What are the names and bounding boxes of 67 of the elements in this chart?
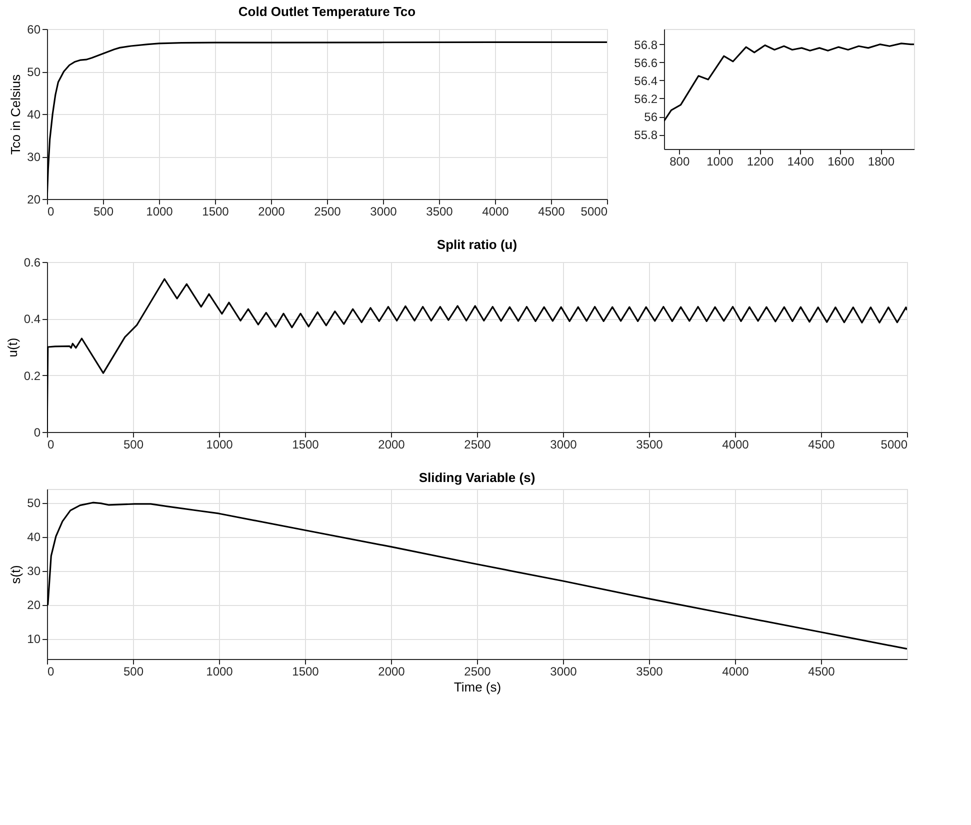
x-tick-label: 0 [48,664,54,678]
x-tick-label: 4500 [808,664,836,678]
x-tick-label: 4500 [538,204,566,218]
x-tick-label: 1000 [206,664,234,678]
x-tick-label: 3500 [636,438,664,452]
x-tick-label: 2000 [378,664,406,678]
y-tick-label: 50 [27,65,41,79]
x-tick-label: 1000 [706,154,734,168]
x-tick-label: 1800 [868,154,895,168]
y-tick-label: 56 [644,110,658,124]
x-tick-label: 5000 [880,438,908,452]
y-tick-label: 0.2 [24,368,41,383]
y-tick-label: 56.4 [634,74,658,88]
chart-title: Cold Outlet Temperature Tco [238,4,416,19]
y-tick-label: 30 [27,564,41,578]
y-tick-label: 40 [27,108,41,122]
chart-title: Split ratio (u) [436,237,518,252]
y-axis-title: u(t) [4,338,20,358]
y-tick-label: 56.2 [634,92,658,106]
x-tick-label: 1000 [206,438,234,452]
x-tick-label: 500 [93,204,114,218]
x-tick-label: 2500 [314,204,342,218]
y-tick-label: 50 [27,496,41,510]
x-tick-label: 500 [123,438,144,452]
x-tick-label: 3500 [426,204,454,218]
x-tick-label: 4000 [722,664,750,678]
y-tick-label: 0 [34,426,41,440]
y-axis-title: s(t) [8,565,24,584]
x-tick-label: 4000 [482,204,510,218]
x-tick-label: 3500 [636,664,664,678]
y-tick-label: 0.4 [24,312,41,326]
x-tick-label: 1500 [292,438,320,452]
x-tick-label: 1400 [787,154,814,168]
line-series [47,502,907,650]
x-tick-label: 2500 [464,438,492,452]
y-tick-label: 56.8 [634,38,658,52]
x-tick-label: 3000 [370,204,398,218]
x-tick-label: 800 [670,154,690,168]
y-tick-label: 40 [27,530,41,544]
y-axis-title: Tco in Celsius [8,74,24,155]
x-tick-label: 1000 [146,204,174,218]
x-tick-label: 1600 [828,154,855,168]
x-tick-label: 1500 [292,664,320,678]
x-tick-label: 500 [123,664,144,678]
x-tick-label: 0 [48,204,54,218]
x-tick-label: 3000 [550,438,578,452]
y-tick-label: 10 [27,632,41,646]
x-tick-label: 5000 [580,204,608,218]
y-tick-label: 56.6 [634,56,658,70]
x-tick-label: 1500 [202,204,230,218]
x-tick-label: 0 [48,438,54,452]
y-tick-label: 30 [27,150,41,164]
x-tick-label: 3000 [550,664,578,678]
y-tick-label: 20 [27,192,41,206]
x-tick-label: 2000 [378,438,406,452]
y-tick-label: 55.8 [634,128,658,142]
x-tick-label: 2000 [258,204,286,218]
y-tick-label: 20 [27,598,41,612]
y-tick-label: 60 [27,22,41,36]
line-series [664,42,914,122]
y-tick-label: 0.6 [24,256,41,270]
x-tick-label: 2500 [464,664,492,678]
x-tick-label: 1200 [746,154,774,168]
x-tick-label: 4500 [808,438,836,452]
chart-title: Sliding Variable (s) [418,470,536,485]
x-axis-title: Time (s) [454,680,502,694]
x-tick-label: 4000 [722,438,750,452]
